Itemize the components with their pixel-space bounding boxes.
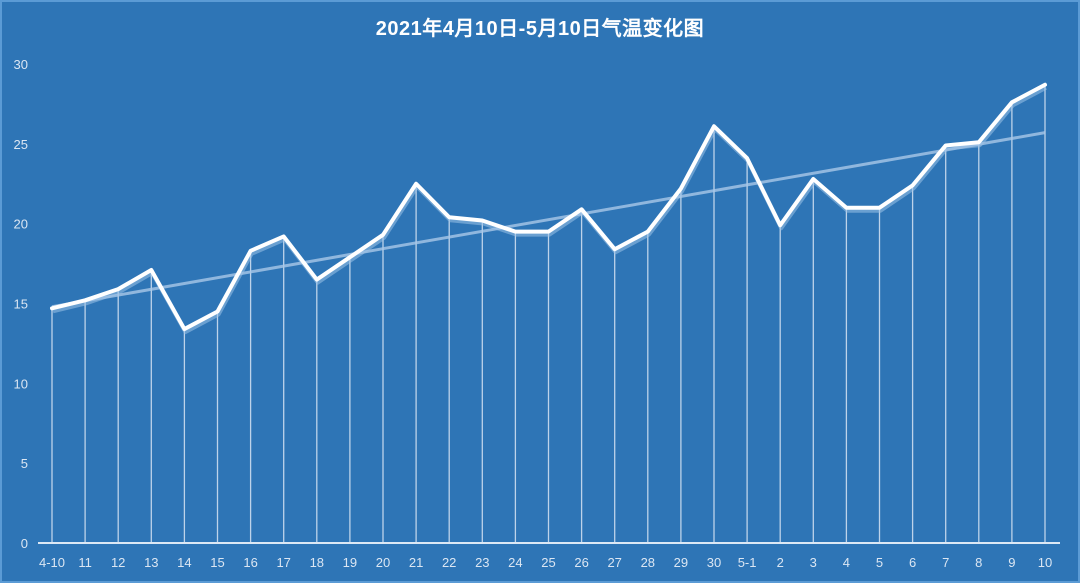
y-axis: 0 5 10 15 20 25 30 xyxy=(14,57,28,551)
chart-title: 2021年4月10日-5月10日气温变化图 xyxy=(375,18,705,40)
temperature-series xyxy=(50,82,1047,335)
trendline xyxy=(51,131,1046,309)
x-tick-label: 7 xyxy=(942,555,949,570)
y-tick-label: 5 xyxy=(21,456,28,471)
x-tick-label: 6 xyxy=(909,555,916,570)
x-tick-label: 12 xyxy=(111,555,125,570)
y-tick-label: 25 xyxy=(14,137,28,152)
x-tick-label: 16 xyxy=(243,555,257,570)
drop-lines xyxy=(51,84,1046,543)
x-tick-label: 22 xyxy=(442,555,456,570)
x-tick-label: 25 xyxy=(541,555,555,570)
x-axis: 4-10 11 12 13 14 15 16 17 18 19 20 21 22 23 24 25 26 27 28… xyxy=(38,542,1060,570)
y-tick-label: 10 xyxy=(14,376,28,391)
x-tick-label: 21 xyxy=(409,555,423,570)
x-tick-label: 26 xyxy=(574,555,588,570)
x-tick-label: 2 xyxy=(777,555,784,570)
y-tick-label: 30 xyxy=(14,57,28,72)
x-tick-label: 9 xyxy=(1008,555,1015,570)
x-tick-label: 4-10 xyxy=(39,555,65,570)
x-tick-label: 17 xyxy=(276,555,290,570)
linear-trendline xyxy=(51,131,1046,309)
x-tick-label: 15 xyxy=(210,555,224,570)
x-tick-label: 14 xyxy=(177,555,191,570)
y-tick-label: 0 xyxy=(21,536,28,551)
x-tick-label: 10 xyxy=(1038,555,1052,570)
x-tick-label: 20 xyxy=(376,555,390,570)
x-tick-label: 8 xyxy=(975,555,982,570)
x-tick-label: 29 xyxy=(674,555,688,570)
series-shadow xyxy=(52,85,1047,335)
x-tick-label: 27 xyxy=(607,555,621,570)
x-tick-label: 4 xyxy=(843,555,850,570)
temperature-line xyxy=(50,82,1047,332)
x-tick-label: 30 xyxy=(707,555,721,570)
x-tick-label: 18 xyxy=(310,555,324,570)
y-tick-label: 15 xyxy=(14,297,28,312)
x-tick-label: 5-1 xyxy=(738,555,757,570)
x-tick-label: 3 xyxy=(810,555,817,570)
y-tick-label: 20 xyxy=(14,217,28,232)
x-tick-label: 11 xyxy=(78,555,92,570)
x-tick-label: 5 xyxy=(876,555,883,570)
x-tick-label: 23 xyxy=(475,555,489,570)
x-tick-label: 24 xyxy=(508,555,522,570)
x-tick-label: 13 xyxy=(144,555,158,570)
x-tick-label: 28 xyxy=(641,555,655,570)
x-tick-label: 19 xyxy=(343,555,357,570)
